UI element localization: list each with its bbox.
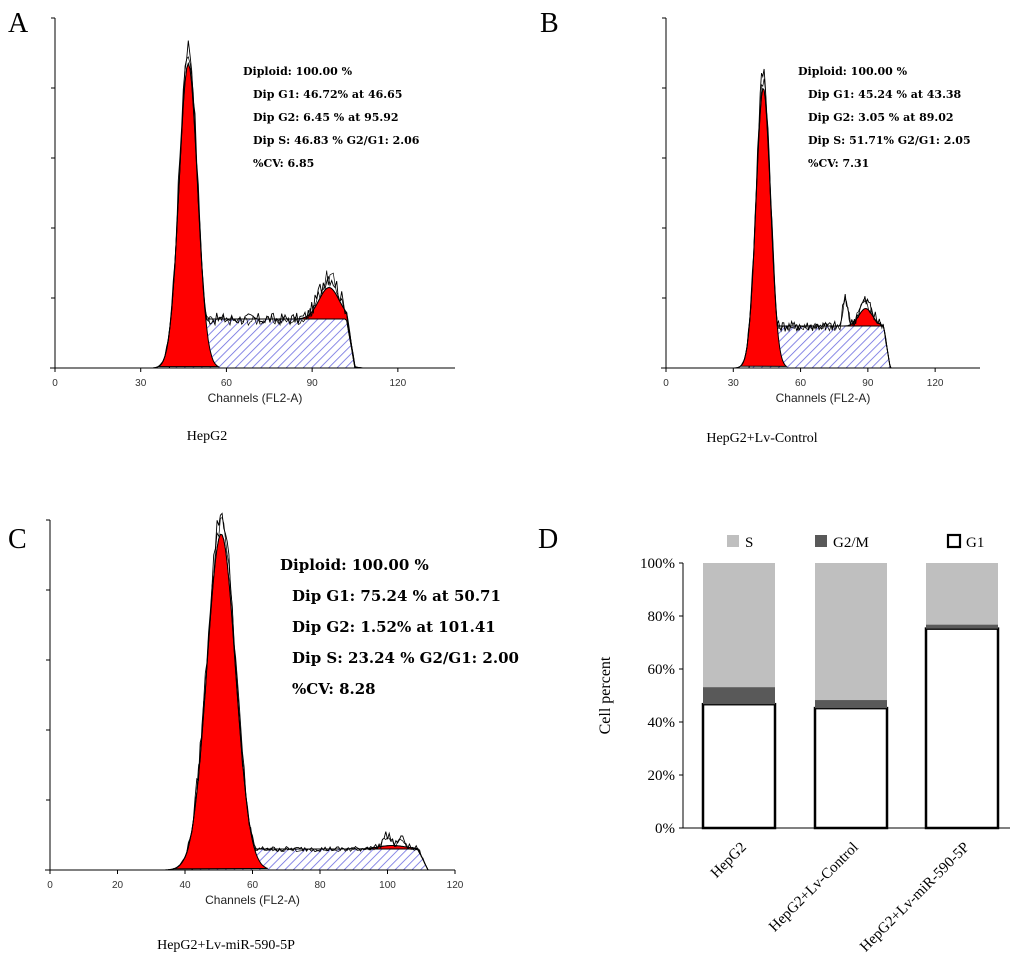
x-axis-title: Channels (FL2-A): [776, 391, 871, 405]
x-tick-label: 90: [307, 378, 319, 389]
stat-line: %CV: 8.28: [292, 680, 376, 698]
caption-c: HepG2+Lv-miR-590-5P: [157, 938, 295, 953]
category-label: HepG2+Lv-Control: [766, 840, 862, 936]
bar-g2m-2: [926, 624, 998, 629]
x-tick-label: 0: [663, 378, 669, 389]
stat-line: Dip S: 51.71% G2/G1: 2.05: [808, 134, 971, 147]
x-tick-label: 120: [927, 378, 944, 389]
legend-label: G2/M: [833, 535, 869, 551]
histogram-plot-b: 0 30 60 90 120 Channels (FL2-A): [661, 17, 980, 405]
stat-line: Dip G2: 6.45 % at 95.92: [253, 111, 399, 124]
histogram-panel-a: A 0 30 60 90 120 Channels (FL2-A) Diploid: 10…: [8, 8, 455, 444]
x-tick-label: 120: [447, 880, 464, 891]
histogram-panel-c: C 0 20 40 60 80 100 120 Channels (FL2-A) Diploi…: [8, 512, 519, 953]
x-tick-label: 80: [314, 880, 326, 891]
g1-peak: [173, 533, 268, 870]
x-tick-label: 90: [862, 378, 874, 389]
raw-histogram-secondary: [666, 78, 980, 369]
bar-g2m-0: [703, 687, 775, 705]
caption-a: HepG2: [187, 429, 227, 444]
x-tick-label: 40: [179, 880, 191, 891]
x-tick-label: 100: [379, 880, 396, 891]
bar-s-0: [703, 563, 775, 688]
stat-line: Dip G1: 45.24 % at 43.38: [808, 88, 962, 101]
histogram-plot-c: 0 20 40 60 80 100 120 Channels (FL2-A): [45, 512, 464, 907]
legend-label: S: [745, 535, 753, 551]
bar-y-tick-label: 80%: [648, 609, 676, 625]
x-tick-label: 60: [795, 378, 807, 389]
bar-s-1: [815, 563, 887, 701]
stat-line: Diploid: 100.00 %: [280, 556, 429, 574]
x-tick-label: 0: [52, 378, 58, 389]
stats-block-c: Diploid: 100.00 % Dip G1: 75.24 % at 50.7…: [280, 556, 519, 698]
stat-line: %CV: 7.31: [808, 157, 869, 170]
stat-line: Dip G2: 3.05 % at 89.02: [808, 111, 954, 124]
category-label: HepG2: [708, 840, 750, 882]
histogram-plot-a: 0 30 60 90 120 Channels (FL2-A): [50, 17, 455, 405]
fit-curve: [50, 533, 455, 871]
stat-line: Diploid: 100.00 %: [798, 65, 908, 78]
x-tick-label: 30: [728, 378, 740, 389]
bar-g1-2: [924, 627, 1000, 830]
caption-b: HepG2+Lv-Control: [706, 431, 817, 446]
panel-letter-b: B: [540, 8, 559, 39]
stat-line: Dip G2: 1.52% at 101.41: [292, 618, 496, 636]
stat-line: %CV: 6.85: [253, 157, 314, 170]
fit-curve: [666, 87, 980, 369]
category-label: HepG2+Lv-miR-590-5P: [857, 840, 973, 956]
bar-y-tick-label: 20%: [648, 768, 676, 784]
x-axis-title: Channels (FL2-A): [205, 893, 300, 907]
x-tick-label: 60: [247, 880, 259, 891]
stat-line: Dip S: 46.83 % G2/G1: 2.06: [253, 134, 420, 147]
histogram-panel-b: B 0 30 60 90 120 Channels (FL2-A) Diploid: 10…: [540, 8, 980, 446]
bar-y-tick-label: 0%: [655, 821, 675, 837]
stacked-bar-panel-d: D 0% 20% 40% 60% 80% 100% Cell percent HepG2 Hep…: [538, 524, 1010, 955]
x-axis-title: Channels (FL2-A): [208, 391, 303, 405]
bar-y-axis-title: Cell percent: [597, 656, 614, 734]
panel-letter-d: D: [538, 524, 558, 555]
legend-swatch: [727, 535, 739, 547]
stat-line: Dip S: 23.24 % G2/G1: 2.00: [292, 649, 519, 667]
x-tick-label: 120: [390, 378, 407, 389]
bar-g2m-1: [815, 700, 887, 709]
bar-g1-1: [813, 706, 889, 830]
bar-s-2: [926, 563, 998, 625]
stat-line: Diploid: 100.00 %: [243, 65, 353, 78]
bar-g1-0: [701, 702, 777, 830]
panel-letter-c: C: [8, 524, 27, 555]
stats-block-a: Diploid: 100.00 % Dip G1: 46.72% at 46.65…: [243, 65, 420, 170]
legend-label: G1: [966, 535, 984, 551]
stat-line: Dip G1: 75.24 % at 50.71: [292, 587, 501, 605]
bar-y-tick-label: 60%: [648, 662, 676, 678]
x-tick-label: 20: [112, 880, 124, 891]
raw-histogram-secondary: [50, 517, 455, 871]
stacked-bar-chart: 0% 20% 40% 60% 80% 100% Cell percent HepG2 HepG2…: [597, 533, 1010, 956]
raw-histogram-secondary: [55, 56, 455, 369]
legend-swatch: [815, 535, 827, 547]
bar-y-tick-label: 100%: [640, 556, 675, 572]
legend-swatch: [946, 533, 962, 549]
stat-line: Dip G1: 46.72% at 46.65: [253, 88, 402, 101]
stats-block-b: Diploid: 100.00 % Dip G1: 45.24 % at 43.3…: [798, 65, 971, 170]
x-tick-label: 60: [221, 378, 233, 389]
bar-y-tick-label: 40%: [648, 715, 676, 731]
x-tick-label: 30: [135, 378, 147, 389]
x-tick-label: 0: [47, 880, 53, 891]
panel-letter-a: A: [8, 8, 29, 39]
